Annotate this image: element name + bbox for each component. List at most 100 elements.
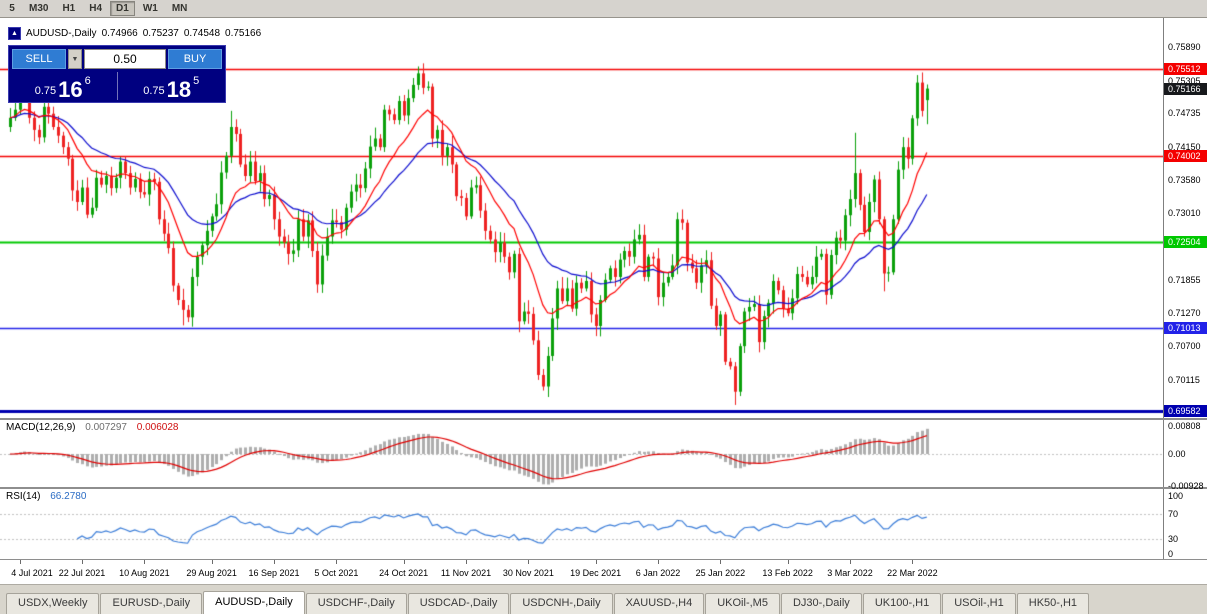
date-axis-label: 11 Nov 2021: [440, 568, 492, 578]
chart-tab-uk100-h1[interactable]: UK100-,H1: [862, 593, 942, 614]
time-axis-tick: [720, 560, 721, 564]
chart-tab-usdcnh-daily[interactable]: USDCNH-,Daily: [510, 593, 613, 614]
price-axis-label: 0.74150: [1168, 142, 1201, 153]
time-axis-tick: [20, 560, 21, 564]
main-chart-plot: ▲ AUDUSD-,Daily 0.74966 0.75237 0.74548 …: [0, 18, 1163, 418]
ohlc-high: 0.75237: [142, 28, 179, 39]
buy-button[interactable]: BUY: [168, 49, 222, 69]
rsi-panel: RSI(14) 66.2780 100 70 30 0: [0, 489, 1207, 560]
macd-label: MACD(12,26,9) 0.007297 0.006028: [6, 422, 178, 433]
macd-signal-value: 0.006028: [136, 422, 179, 433]
date-axis-label: 10 Aug 2021: [119, 568, 170, 578]
date-axis-label: 16 Sep 2021: [248, 568, 300, 578]
macd-panel: MACD(12,26,9) 0.007297 0.006028 0.00808 0…: [0, 420, 1207, 491]
ohlc-open: 0.74966: [101, 28, 138, 39]
chart-ohlc-line: ▲ AUDUSD-,Daily 0.74966 0.75237 0.74548 …: [8, 27, 261, 40]
buy-price-point: 5: [193, 75, 200, 87]
timeframe-button-H1[interactable]: H1: [62, 3, 76, 14]
macd-axis: 0.00808 0.00 -0.00928: [1163, 420, 1207, 491]
macd-title: MACD(12,26,9): [6, 422, 76, 433]
main-chart-panel: ▲ AUDUSD-,Daily 0.74966 0.75237 0.74548 …: [0, 18, 1207, 420]
rsi-title: RSI(14): [6, 491, 41, 502]
time-axis-tick: [596, 560, 597, 564]
chart-tab-eurusd-daily[interactable]: EURUSD-,Daily: [100, 593, 203, 614]
rsi-plot: RSI(14) 66.2780: [0, 489, 1163, 559]
chart-tab-usdx-weekly[interactable]: USDX,Weekly: [6, 593, 100, 614]
hline-price-badge: 0.75512: [1164, 62, 1207, 75]
rsi-axis: 100 70 30 0: [1163, 489, 1207, 559]
chart-tab-audusd-daily[interactable]: AUDUSD-,Daily: [203, 591, 305, 614]
time-axis-tick: [466, 560, 467, 564]
date-axis-label: 22 Jul 2021: [58, 568, 106, 578]
time-axis-tick: [212, 560, 213, 564]
timeframe-button-M30[interactable]: M30: [29, 3, 49, 14]
rsi-axis-label: 70: [1168, 509, 1179, 520]
chart-tab-ukoil-m5[interactable]: UKOil-,M5: [705, 593, 780, 614]
hline-price-badge: 0.72504: [1164, 236, 1207, 249]
macd-axis-label: 0.00: [1168, 449, 1186, 459]
timeframe-toolbar: 5 M30 H1 H4 D1 W1 MN: [0, 0, 1207, 18]
sell-price-point: 6: [84, 75, 91, 87]
price-axis-label: 0.71855: [1168, 274, 1201, 285]
hline-price-badge: 0.71013: [1164, 322, 1207, 335]
time-axis-tick: [404, 560, 405, 564]
price-axis-label: 0.75890: [1168, 41, 1201, 52]
chart-tab-hk50-h1[interactable]: HK50-,H1: [1016, 593, 1090, 614]
chart-symbol-label: AUDUSD-,Daily: [26, 28, 97, 39]
price-axis-label: 0.70700: [1168, 341, 1201, 352]
time-axis-tick: [274, 560, 275, 564]
date-axis-label: 30 Nov 2021: [502, 568, 554, 578]
one-click-trading-panel: SELL ▼ 0.50 BUY 0.75 16 6 0.75 18 5: [8, 45, 226, 103]
time-axis-tick: [144, 560, 145, 564]
date-axis-label: 19 Dec 2021: [570, 568, 622, 578]
chart-tab-dj30-daily[interactable]: DJ30-,Daily: [780, 593, 862, 614]
macd-plot: MACD(12,26,9) 0.007297 0.006028: [0, 420, 1163, 487]
price-axis[interactable]: 0.75890 0.75305 0.74735 0.74150 0.73580 0.730…: [1163, 18, 1207, 418]
rsi-indicator-canvas[interactable]: [0, 489, 1163, 559]
one-click-collapse-icon[interactable]: ▲: [8, 27, 21, 40]
volume-dropdown-icon[interactable]: ▼: [68, 49, 82, 69]
timeframe-button-MN[interactable]: MN: [171, 3, 188, 14]
macd-indicator-canvas[interactable]: [0, 420, 1163, 487]
price-axis-label: 0.75305: [1168, 75, 1201, 86]
time-axis-tick: [788, 560, 789, 564]
macd-axis-label: -0.00928: [1168, 481, 1204, 491]
hline-price-badge: 0.74002: [1164, 149, 1207, 162]
timeframe-button-H4[interactable]: H4: [89, 3, 103, 14]
current-price-badge: 0.75166: [1164, 82, 1207, 95]
date-axis-label: 22 Mar 2022: [887, 568, 938, 578]
hline-price-badge: 0.69582: [1164, 404, 1207, 417]
volume-input[interactable]: 0.50: [84, 49, 166, 69]
chart-tab-xauusd-h4[interactable]: XAUUSD-,H4: [613, 593, 705, 614]
timeframe-button-W1[interactable]: W1: [142, 3, 158, 14]
timeframe-button-D1[interactable]: D1: [110, 1, 135, 16]
chart-tab-usdchf-daily[interactable]: USDCHF-,Daily: [305, 593, 407, 614]
time-axis[interactable]: 4 Jul 2021 22 Jul 2021 10 Aug 2021 29 Aug 2…: [0, 560, 1207, 585]
chart-tab-usdcad-daily[interactable]: USDCAD-,Daily: [407, 593, 510, 614]
macd-axis-label: 0.00808: [1168, 421, 1201, 432]
price-axis-label: 0.71270: [1168, 308, 1201, 319]
chart-tab-usoil-h1[interactable]: USOil-,H1: [942, 593, 1016, 614]
date-axis-label: 5 Oct 2021: [314, 568, 359, 578]
rsi-axis-label: 0: [1168, 549, 1174, 559]
rsi-label: RSI(14) 66.2780: [6, 491, 86, 502]
time-axis-tick: [82, 560, 83, 564]
price-axis-label: 0.70115: [1168, 374, 1200, 385]
timeframe-button-5[interactable]: 5: [9, 3, 15, 14]
ohlc-close: 0.75166: [225, 28, 262, 39]
time-axis-tick: [912, 560, 913, 564]
time-axis-tick: [528, 560, 529, 564]
date-axis-label: 13 Feb 2022: [762, 568, 813, 578]
sell-button[interactable]: SELL: [12, 49, 66, 69]
time-axis-tick: [850, 560, 851, 564]
rsi-axis-label: 100: [1168, 491, 1184, 501]
buy-price[interactable]: 0.75 18 5: [116, 72, 226, 102]
date-axis-label: 29 Aug 2021: [186, 568, 237, 578]
date-axis-label: 4 Jul 2021: [11, 568, 53, 578]
time-axis-tick: [336, 560, 337, 564]
buy-price-prefix: 0.75: [143, 85, 165, 97]
buy-price-pips: 18: [166, 77, 192, 102]
rsi-axis-label: 30: [1168, 533, 1179, 544]
sell-price-pips: 16: [58, 77, 83, 102]
sell-price[interactable]: 0.75 16 6: [9, 72, 117, 102]
